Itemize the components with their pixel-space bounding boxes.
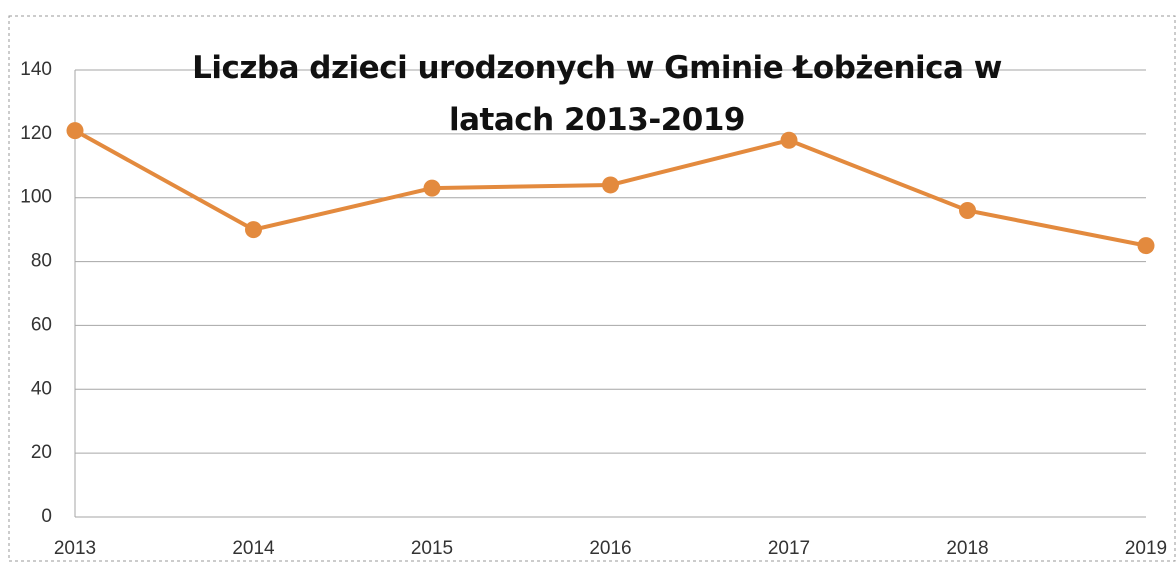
marker [959,201,976,219]
y-tick-label: 60 [31,314,52,335]
x-tick-label: 2017 [768,538,810,559]
marker [245,221,262,239]
chart-title: Liczba dzieci urodzonych w Gminie Łobżen… [192,50,1002,138]
marker [423,179,441,197]
y-tick-label: 100 [20,187,52,208]
y-tick-label: 20 [31,442,52,463]
y-tick-label: 140 [20,59,52,80]
y-tick-label: 40 [31,378,52,399]
marker [1137,237,1155,255]
x-tick-label: 2016 [589,538,631,559]
x-tick-label: 2019 [1125,538,1167,559]
marker [780,131,798,149]
y-tick-label: 0 [41,506,52,527]
y-tick-label: 120 [20,123,52,144]
x-tick-label: 2013 [54,538,96,559]
x-tick-label: 2015 [411,538,453,559]
frame [8,15,1176,562]
marker [602,176,619,194]
marker [66,122,84,140]
y-tick-label: 80 [31,251,52,272]
x-tick-label: 2014 [232,538,275,559]
x-tick-label: 2018 [946,538,988,559]
